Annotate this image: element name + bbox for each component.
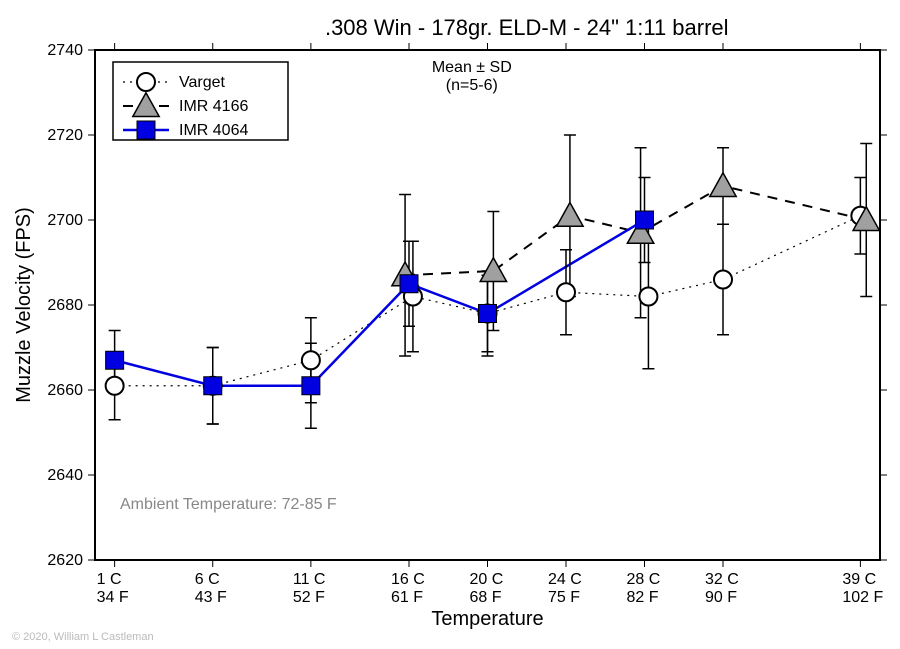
x-tick-label: 28 C [627,571,661,588]
y-tick-label: 2640 [47,467,83,484]
chart-subtitle-line1: Mean ± SD [432,59,512,76]
marker-triangle [557,203,583,227]
x-tick-label: 20 C [470,571,504,588]
series-line-imr4064 [115,220,645,386]
marker-circle [106,377,124,395]
y-tick-label: 2700 [47,212,83,229]
x-tick-label: 24 C [548,571,582,588]
x-tick-label: 82 F [627,589,659,606]
x-tick-label: 11 C [293,571,326,588]
y-tick-label: 2620 [47,552,83,569]
x-tick-label: 39 C [842,571,876,588]
marker-triangle [710,173,736,197]
x-tick-label: 102 F [842,589,883,606]
chart-svg: Muzzle Velocity (FPS) Temperature .308 W… [0,0,900,649]
legend: Varget IMR 4166 IMR 4064 [113,62,288,140]
marker-square [106,351,124,369]
x-tick-label: 6 C [195,571,220,588]
legend-label: IMR 4166 [179,98,248,115]
x-tick-label: 32 C [705,571,739,588]
x-tick-label: 52 F [293,589,325,606]
marker-circle [639,288,657,306]
y-tick-label: 2680 [47,297,83,314]
marker-circle [137,73,155,91]
x-axis-label: Temperature [431,608,543,630]
x-tick-label: 1 C [97,571,122,588]
marker-circle [557,283,575,301]
y-tick-label: 2740 [47,42,83,59]
chart-root: Muzzle Velocity (FPS) Temperature .308 W… [0,0,900,649]
x-tick-label: 34 F [97,589,129,606]
marker-square [137,121,155,139]
legend-label: IMR 4064 [179,122,248,139]
x-tick-label: 61 F [391,589,423,606]
x-tick-label: 90 F [705,589,737,606]
y-tick-label: 2720 [47,127,83,144]
marker-square [400,275,418,293]
marker-circle [302,351,320,369]
y-axis-label: Muzzle Velocity (FPS) [13,207,35,403]
marker-triangle [480,258,506,282]
chart-title: .308 Win - 178gr. ELD-M - 24" 1:11 barre… [325,15,729,40]
x-tick-label: 68 F [470,589,502,606]
y-tick-label: 2660 [47,382,83,399]
markers-group [106,173,880,395]
marker-square [636,211,654,229]
copyright-text: © 2020, William L Castleman [12,631,154,643]
x-tick-label: 75 F [548,589,580,606]
chart-subtitle-line2: (n=5-6) [446,77,498,94]
marker-square [479,305,497,323]
ambient-note: Ambient Temperature: 72-85 F [120,496,337,513]
x-tick-label: 43 F [195,589,227,606]
x-tick-label: 16 C [391,571,425,588]
marker-circle [714,271,732,289]
legend-label: Varget [179,74,226,91]
marker-square [204,377,222,395]
marker-square [302,377,320,395]
